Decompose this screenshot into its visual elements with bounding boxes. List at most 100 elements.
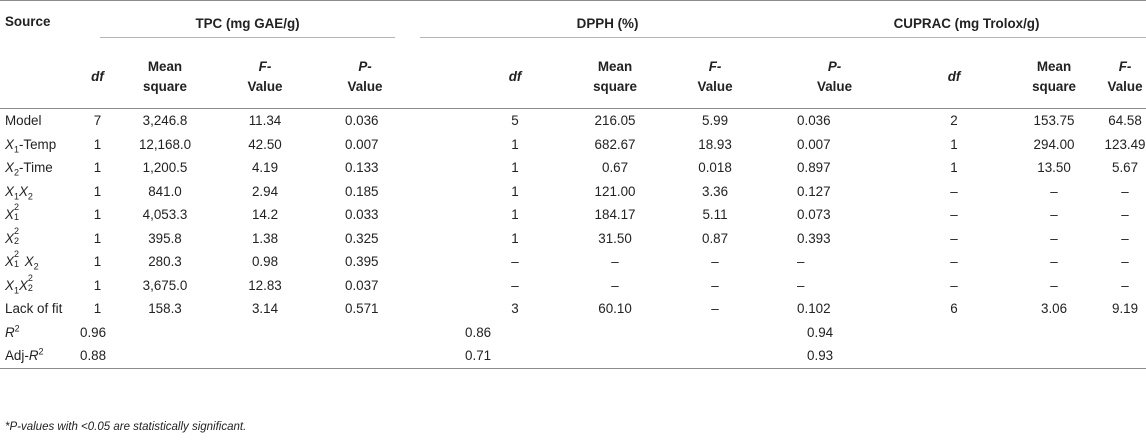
dpph-mean-square: – [611,254,619,270]
dpph-mean-square: 682.67 [594,136,636,152]
cuprac-mean-square: 153.75 [1033,113,1075,129]
tpc-df: 1 [93,207,102,223]
dpph-df: 1 [511,160,519,176]
tpc-df: 1 [93,230,102,246]
cuprac-f-value: 5.67 [1112,160,1139,176]
dpph-df-header: df [508,68,522,84]
cuprac-df: – [950,230,958,246]
dpph-mean-square: 31.50 [598,230,632,246]
dpph-p-value: 0.102 [797,301,831,317]
tpc-mean-square: 158.3 [148,301,182,317]
tpc-mean-square: 1,200.5 [142,160,188,176]
tpc-mean-header: Mean square [143,58,187,94]
tpc-mean-square: 12,168.0 [138,136,192,152]
cuprac-mean-square: – [1050,277,1058,293]
tpc-df: 1 [93,254,102,270]
tpc-f-value: 2.94 [251,183,279,199]
tpc-p-value: 0.007 [345,136,379,152]
dpph-df: 3 [511,301,519,317]
row-source: X1X2 [5,183,33,202]
tpc-mean-square: 280.3 [148,254,182,270]
dpph-mean-square: 121.00 [594,183,636,199]
tpc-p-value: 0.037 [345,277,379,293]
row-source: X1-Temp [5,136,57,155]
table-footnote: *P-values with <0.05 are statistically s… [5,421,247,433]
row-source: X2-Time [5,160,53,178]
adj-r2-tpc: 0.88 [80,344,416,369]
row-source: R2 [5,323,20,340]
dpph-df: 5 [511,113,519,129]
cuprac-f-value: 9.19 [1112,301,1139,317]
tpc-f-value: 3.14 [251,301,279,317]
dpph-header: DPPH (%) [420,1,796,42]
dpph-p-value: 0.007 [797,136,831,152]
dpph-mean-square: – [611,277,619,293]
cuprac-f-value: – [1121,254,1129,270]
cuprac-mean-square: 3.06 [1041,301,1068,317]
table-row: Lack of fit 1 158.3 3.14 0.571 3 60.10 – 0.102 6 3… [0,297,1146,321]
tpc-p-header: P- Value [347,58,383,94]
tpc-df: 1 [93,160,102,176]
cuprac-mean-square: 294.00 [1033,136,1075,152]
dpph-mean-square: 0.67 [602,160,629,176]
column-header-row: df Mean square F- Value P- Value df Mean squ… [0,41,1146,109]
dpph-p-value: – [797,277,805,293]
source-header: Source [5,13,51,29]
cuprac-f-value: – [1121,207,1129,223]
tpc-p-value: 0.571 [345,301,379,317]
dpph-mean-square: 184.17 [594,207,636,223]
r2-dpph: 0.86 [465,324,492,340]
tpc-df-header: df [91,68,104,84]
tpc-p-value: 0.033 [345,207,379,223]
dpph-mean-header: Mean square [593,58,637,94]
dpph-f-value: – [711,277,719,293]
table-row: X2-Time 1 1,200.5 4.19 0.133 1 0.67 0.018 0.897 1… [0,156,1146,180]
tpc-p-value: 0.395 [345,254,379,270]
tpc-mean-square: 3,246.8 [142,113,188,129]
dpph-f-value: 3.36 [702,183,729,199]
tpc-p-value: 0.133 [345,160,379,176]
dpph-mean-square: 60.10 [598,301,632,317]
cuprac-f-value: – [1121,183,1129,199]
tpc-p-value: 0.325 [345,230,379,246]
adj-r2-cuprac: 0.93 [807,344,1146,369]
r2-row: R2 0.96 0.86 0.94 [0,321,1146,345]
dpph-f-value: 0.87 [702,230,729,246]
cuprac-df: 1 [950,160,958,176]
tpc-p-value: 0.185 [345,183,379,199]
tpc-f-value: 0.98 [251,254,279,270]
dpph-f-value: 18.93 [698,136,732,152]
cuprac-df: 6 [950,301,958,317]
dpph-p-value: – [797,254,805,270]
dpph-df: – [511,254,519,270]
cuprac-mean-square: – [1050,230,1058,246]
tpc-df: 7 [93,113,102,129]
cuprac-f-header: F- Value [1107,58,1143,94]
adj-r2-row: Adj-R2 0.88 0.71 0.93 [0,344,1146,369]
cuprac-f-value: 123.49 [1104,136,1146,152]
cuprac-mean-square: – [1050,207,1058,223]
dpph-p-value: 0.127 [797,183,831,199]
dpph-df: – [511,277,519,293]
cuprac-df: – [950,207,958,223]
table-row: Model 7 3,246.8 11.34 0.036 5 216.05 5.99 0.036 2… [0,109,1146,133]
dpph-df: 1 [511,207,519,223]
group-header-row: Source TPC (mg GAE/g) DPPH (%) CUPRAC (m… [0,0,1146,42]
dpph-df: 1 [511,136,519,152]
tpc-df: 1 [93,301,102,317]
tpc-df: 1 [93,136,102,152]
cuprac-mean-square: – [1050,183,1058,199]
table-row: X1-Temp 1 12,168.0 42.50 0.007 1 682.67 18.93 0.… [0,133,1146,157]
dpph-f-value: – [711,301,719,317]
dpph-f-value: 5.99 [702,113,729,129]
dpph-p-header: P- Value [817,58,853,94]
dpph-mean-square: 216.05 [594,113,636,129]
tpc-mean-square: 841.0 [148,183,182,199]
adj-r2-dpph: 0.71 [465,344,766,369]
